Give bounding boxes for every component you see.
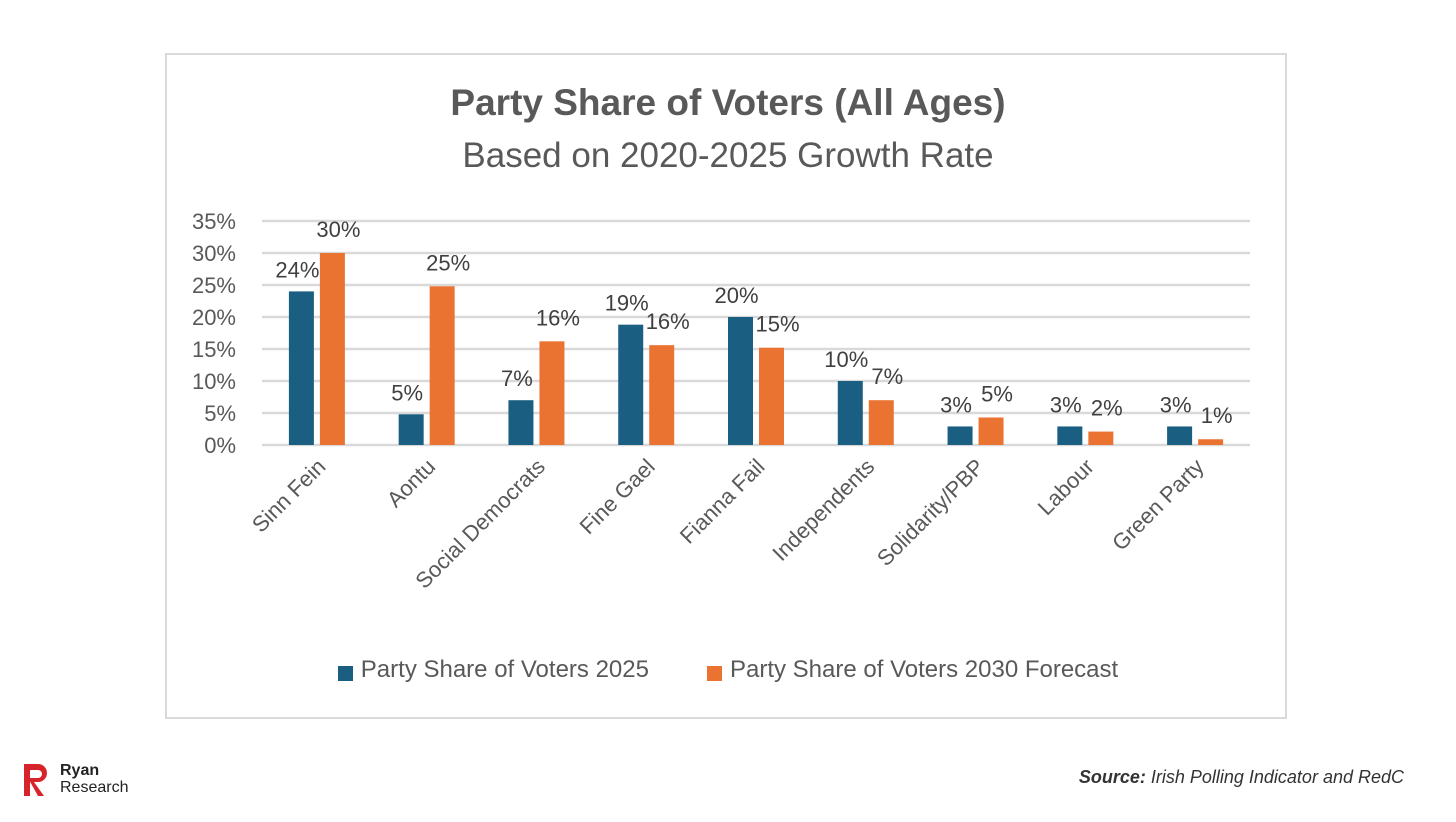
chart-frame — [165, 53, 1287, 719]
y-tick-label: 30% — [192, 241, 236, 266]
y-tick-label: 10% — [192, 369, 236, 394]
chart-title: Party Share of Voters (All Ages) — [450, 82, 1006, 123]
data-label: 16% — [536, 305, 580, 330]
source-label: Source: — [1078, 767, 1146, 787]
logo-text-ryan: Ryan — [60, 762, 100, 779]
bar-2030 — [1088, 431, 1114, 445]
y-tick-label: 15% — [192, 337, 236, 362]
data-label: 10% — [824, 347, 868, 372]
data-label: 5% — [981, 381, 1013, 406]
data-label: 30% — [316, 217, 360, 242]
chart-subtitle: Based on 2020-2025 Growth Rate — [462, 136, 994, 175]
data-label: 25% — [426, 250, 470, 275]
logo-text-research: Research — [60, 779, 129, 796]
legend-label: Party Share of Voters 2025 — [360, 656, 649, 683]
data-label: 16% — [646, 309, 690, 334]
bar-2025 — [1057, 426, 1083, 445]
data-label: 3% — [940, 392, 972, 417]
bar-2025 — [508, 400, 534, 445]
bar-2030 — [429, 286, 455, 445]
data-label: 2% — [1091, 396, 1123, 421]
legend-swatch — [337, 665, 353, 681]
data-label: 15% — [755, 312, 799, 337]
x-tick-label: Independents — [767, 454, 879, 566]
data-label: 7% — [501, 366, 533, 391]
x-tick-label: Aontu — [382, 454, 440, 512]
bar-2030 — [319, 253, 345, 445]
x-tick-label: Labour — [1033, 454, 1099, 520]
bar-2030 — [1198, 439, 1224, 445]
data-label: 7% — [871, 364, 903, 389]
bar-2030 — [978, 417, 1004, 445]
y-tick-label: 0% — [204, 433, 236, 458]
bar-2025 — [947, 426, 973, 445]
bar-2030 — [868, 400, 894, 445]
legend-swatch — [706, 665, 722, 681]
data-label: 5% — [391, 380, 423, 405]
legend-item-2025: Party Share of Voters 2025 — [337, 656, 649, 684]
legend: Party Share of Voters 2025 Party Share o… — [0, 656, 1456, 684]
x-tick-label: Fianna Fail — [675, 454, 770, 549]
bar-2025 — [728, 317, 753, 445]
bar-2030 — [539, 341, 565, 445]
x-tick-label: Sinn Fein — [247, 454, 330, 537]
legend-label: Party Share of Voters 2030 Forecast — [729, 656, 1119, 683]
y-tick-label: 25% — [192, 273, 236, 298]
data-label: 20% — [714, 283, 758, 308]
bar-2025 — [398, 414, 424, 445]
bar-2025 — [1167, 426, 1193, 445]
bar-2025 — [618, 324, 644, 445]
legend-item-2030: Party Share of Voters 2030 Forecast — [706, 656, 1119, 684]
y-tick-label: 20% — [192, 305, 236, 330]
ryan-research-logo: Ryan Research — [22, 762, 128, 796]
source-text: Irish Polling Indicator and RedC — [1145, 767, 1404, 787]
data-label: 1% — [1201, 403, 1233, 428]
data-label: 24% — [275, 257, 319, 282]
bar-2030 — [649, 345, 675, 445]
bar-2025 — [837, 381, 863, 445]
x-tick-label: Green Party — [1107, 454, 1209, 556]
x-tick-label: Solidarity/PBP — [872, 454, 989, 571]
data-label: 3% — [1160, 392, 1192, 417]
y-tick-label: 5% — [204, 401, 236, 426]
source-note: Source: Irish Polling Indicator and RedC — [1079, 767, 1404, 788]
bar-2030 — [759, 347, 784, 445]
data-label: 3% — [1050, 392, 1082, 417]
r-logo-icon — [24, 764, 47, 796]
data-label: 19% — [605, 291, 649, 316]
x-tick-label: Fine Gael — [575, 454, 660, 539]
bar-2025 — [288, 291, 314, 445]
y-tick-label: 35% — [192, 209, 236, 234]
